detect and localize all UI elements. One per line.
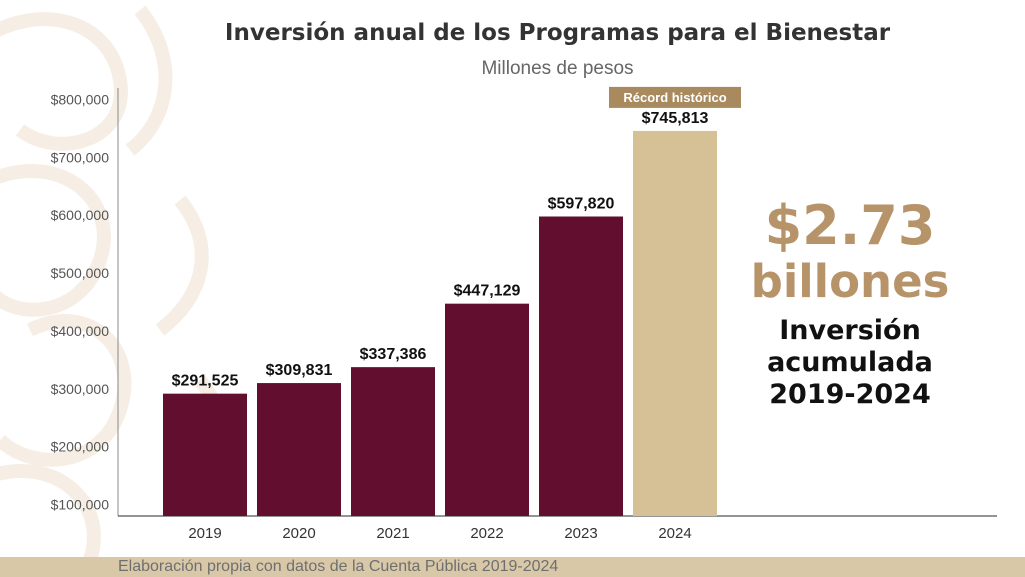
bar <box>445 303 529 516</box>
bar <box>351 367 435 516</box>
bar <box>163 393 247 516</box>
chart-subtitle: Millones de pesos <box>481 58 634 79</box>
highlight-unit: billones <box>750 255 950 309</box>
y-tick-label: $500,000 <box>51 265 110 281</box>
highlight-line-3: 2019-2024 <box>769 379 931 411</box>
x-tick-label: 2022 <box>470 525 503 542</box>
chart-title: Inversión anual de los Programas para el… <box>224 20 891 46</box>
bar <box>539 216 623 517</box>
x-tick-label: 2020 <box>282 525 315 542</box>
bar <box>633 130 717 517</box>
y-tick-label: $800,000 <box>51 92 110 108</box>
highlight-line-2: acumulada <box>767 346 933 378</box>
data-label: $291,525 <box>172 373 239 390</box>
bar <box>257 383 341 516</box>
data-label: $745,813 <box>642 110 709 127</box>
data-label: $597,820 <box>548 196 615 213</box>
x-tick-label: 2019 <box>188 525 221 542</box>
y-tick-label: $100,000 <box>51 496 110 512</box>
x-tick-label: 2021 <box>376 525 409 542</box>
y-tick-label: $600,000 <box>51 207 110 223</box>
source-note: Elaboración propia con datos de la Cuent… <box>118 558 559 575</box>
record-badge <box>609 86 741 108</box>
data-label: $309,831 <box>266 362 333 379</box>
bar-chart: $100,000 $200,000 $300,000 $400,000 $500,000… <box>51 86 997 542</box>
y-tick-label: $700,000 <box>51 149 110 165</box>
data-label: $447,129 <box>454 283 521 300</box>
footer-band: Elaboración propia con datos de la Cuent… <box>0 557 1025 577</box>
highlight-line-1: Inversión <box>779 314 921 346</box>
y-tick-label: $200,000 <box>51 439 110 455</box>
x-tick-label: 2024 <box>658 525 691 542</box>
highlight-amount: $2.73 <box>764 194 936 257</box>
highlight-panel: $2.73 billones Inversión acumulada 2019-… <box>715 194 985 412</box>
record-badge-label: Récord histórico <box>623 90 726 105</box>
y-tick-label: $300,000 <box>51 381 110 397</box>
x-tick-label: 2023 <box>564 525 597 542</box>
y-tick-label: $400,000 <box>51 323 110 339</box>
data-label: $337,386 <box>360 346 427 363</box>
